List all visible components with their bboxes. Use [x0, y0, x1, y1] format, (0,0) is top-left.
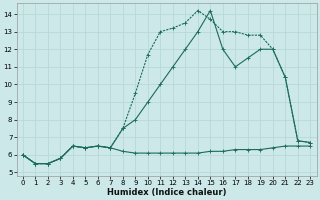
X-axis label: Humidex (Indice chaleur): Humidex (Indice chaleur)	[107, 188, 226, 197]
